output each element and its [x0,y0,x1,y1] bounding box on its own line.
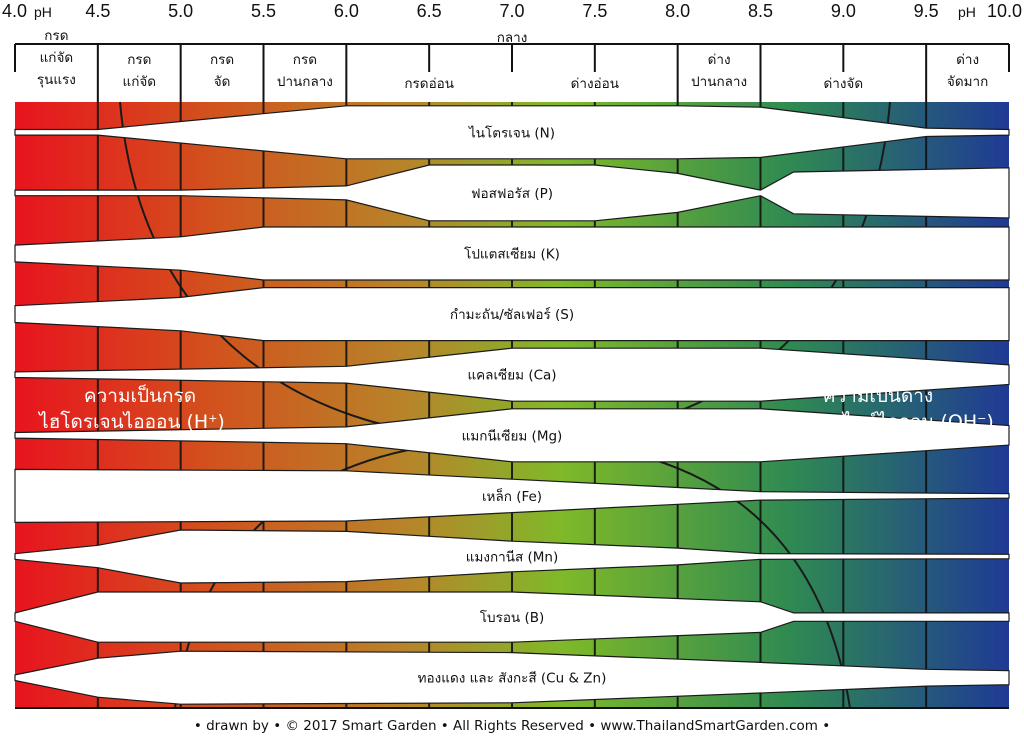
nutrient-band [14,164,1010,222]
category-label: ด่าง [956,52,979,68]
acid-ion-text: ไฮโดรเจนไอออน (H [37,410,208,433]
ph-label-right: pH [958,4,976,20]
category-label: กรด [210,52,234,68]
footer-credit: • drawn by • © 2017 Smart Garden • All R… [194,718,830,734]
category-label: กลาง [497,30,528,46]
ph-label-left: pH [34,4,52,20]
acid-ion-sup: + [208,412,217,425]
nutrient-band [14,468,1010,524]
ph-tick-label: 8.0 [665,1,690,21]
ph-tick-label: 4.5 [85,1,110,21]
nutrient-label: แมกนีเซียม (Mg) [462,428,563,444]
category-label: ด่างจัด [823,76,863,92]
base-title: ความเป็นด่าง [823,383,933,407]
nutrient-label: แมงกานีส (Mn) [466,550,558,566]
ph-tick-label: 4.0 [2,1,27,21]
category-label: จัดมาก [947,74,988,90]
category-labels: กรดแก่จัดรุนแรงกรดแก่จัดกรดจัดกรดปานกลาง… [37,28,988,92]
category-label: จัด [214,74,231,90]
acid-title: ความเป็นกรด [84,383,196,407]
ph-tick-label: 6.0 [334,1,359,21]
nutrient-band [14,105,1010,160]
nutrient-label: กำมะถัน/ซัลเฟอร์ (S) [450,306,574,323]
category-label: กรด [293,52,317,68]
ph-tick-label: 9.5 [914,1,939,21]
nutrient-band [14,226,1010,281]
ph-tick-label: 7.0 [499,1,524,21]
nutrient-band [14,529,1010,584]
nutrient-band [14,650,1010,705]
ph-ticks: 4.0 4.5 5.0 5.5 6.0 6.5 7.0 7.5 8.0 8.5 9.0 9.5 10.0 [2,1,1022,102]
nutrient-band [14,347,1010,402]
acid-ion-label: ไฮโดรเจนไอออน (H+) [37,410,225,433]
nutrient-label: ฟอสฟอรัส (P) [471,186,553,202]
nutrient-band [14,591,1010,643]
category-label: แก่จัด [40,50,74,66]
ph-tick-label: 5.0 [168,1,193,21]
nutrient-label: แคลเซียม (Ca) [467,368,556,384]
category-label: แก่จัด [123,74,157,90]
category-label: กรดอ่อน [404,76,454,92]
category-label: กรด [44,28,68,44]
category-label: ด่างอ่อน [571,76,619,92]
category-label: ปานกลาง [277,74,333,90]
category-label: รุนแรง [37,72,76,88]
nutrient-band [14,408,1010,463]
nutrient-label: เหล็ก (Fe) [482,487,542,505]
ph-tick-label: 5.5 [251,1,276,21]
base-ion-label: ไฮดรอกไซด์ไอออน (OH−) [774,411,994,433]
category-label: ปานกลาง [691,74,747,90]
nutrient-label: โปแตสเซียม (K) [464,246,560,263]
ph-tick-label: 9.0 [831,1,856,21]
acid-ion-close: ) [217,411,224,433]
ph-tick-label: 8.5 [748,1,773,21]
base-ion-close: ) [986,411,993,433]
base-ion-text: ไฮดรอกไซด์ไอออน (OH [774,411,977,433]
nutrient-bands: ไนโตรเจน (N) ฟอสฟอรัส (P) โปแตสเซียม (K) กำ… [14,105,1010,705]
nutrient-band [14,287,1010,342]
nutrient-label: ทองแดง และ สังกะสี (Cu & Zn) [418,671,607,687]
nutrient-label: โบรอน (B) [480,609,545,626]
category-label: กรด [127,52,151,68]
nutrient-label: ไนโตรเจน (N) [468,124,555,141]
ph-tick-label: 7.5 [582,1,607,21]
ph-tick-label: 10.0 [987,1,1022,21]
category-label: ด่าง [708,52,731,68]
ph-tick-label: 6.5 [417,1,442,21]
base-ion-sup: − [977,412,986,425]
